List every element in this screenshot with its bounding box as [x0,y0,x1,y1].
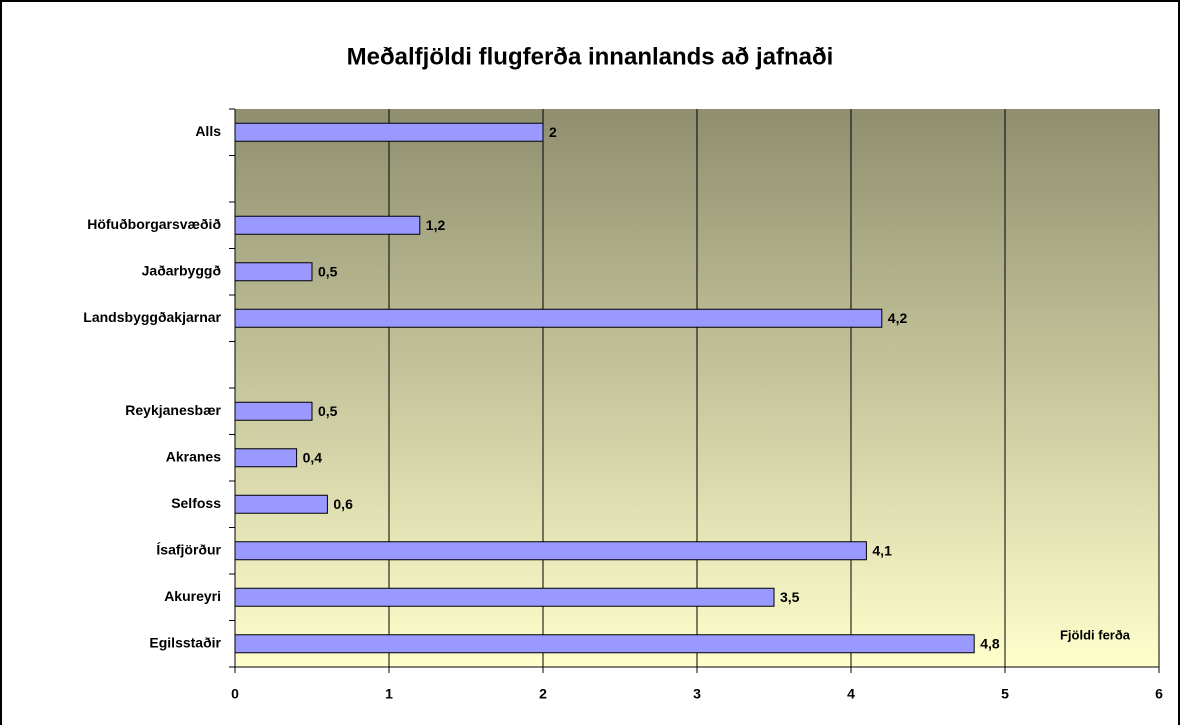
y-tick-label: Egilsstaðir [149,634,221,650]
bar [234,215,421,235]
y-tick-label: Ísafjörður [156,541,221,557]
y-tick-label: Akranes [166,448,221,464]
x-tick-label: 0 [231,686,239,702]
bar [234,587,775,607]
chart-title: Meðalfjöldi flugferða innanlands að jafn… [347,43,834,70]
value-label: 1,2 [426,217,446,233]
x-tick-label: 2 [539,686,547,702]
value-label: 2 [549,124,557,140]
y-tick-label: Akureyri [164,588,221,604]
y-tick-label: Selfoss [171,495,221,511]
value-label: 0,5 [318,263,338,279]
bar [234,494,328,514]
value-label: 4,1 [872,542,892,558]
value-label: 0,5 [318,403,338,419]
y-tick-label: Landsbyggðakjarnar [83,309,221,325]
x-tick-label: 4 [847,686,855,702]
value-label: 0,6 [333,496,353,512]
y-tick-label: Reykjanesbær [125,402,221,418]
x-tick-label: 5 [1001,686,1009,702]
x-tick-label: 3 [693,686,701,702]
y-tick-label: Alls [195,123,221,139]
bar [234,541,867,561]
value-label: 0,4 [303,449,323,465]
x-tick-label: 6 [1155,686,1163,702]
y-tick-label: Jaðarbyggð [142,262,221,278]
bar [234,448,298,468]
bar [234,401,313,421]
value-label: 3,5 [780,589,800,605]
bar [234,634,975,654]
bar [234,262,313,282]
bar [234,308,883,328]
bar [234,122,544,142]
value-label: 4,2 [888,310,908,326]
x-tick-label: 1 [385,686,393,702]
value-label: 4,8 [980,635,1000,651]
x-axis-label: Fjöldi ferða [1060,627,1131,642]
y-tick-label: Höfuðborgarsvæðið [87,216,221,232]
